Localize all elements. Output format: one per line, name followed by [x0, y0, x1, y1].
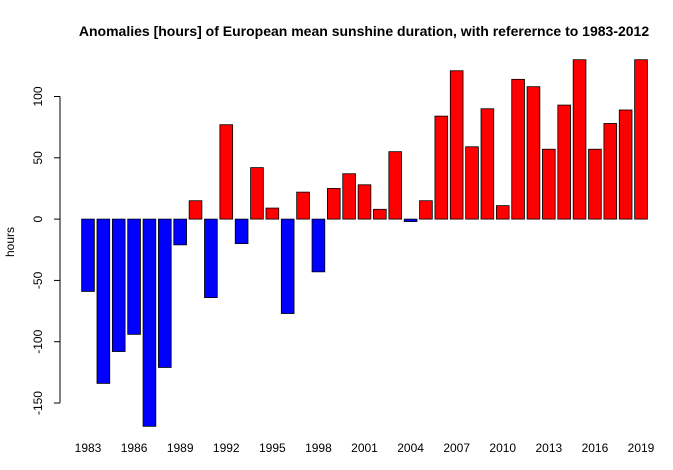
y-tick-label: -100	[31, 329, 45, 353]
bar	[204, 218, 218, 298]
bar	[603, 123, 618, 220]
bar	[173, 218, 187, 246]
bar	[111, 218, 126, 352]
y-tick-label: 100	[31, 86, 45, 106]
bar	[388, 151, 402, 220]
bar	[188, 200, 203, 220]
x-tick-label: 2016	[582, 441, 609, 455]
bar	[219, 124, 234, 220]
x-tick-label: 2013	[535, 441, 562, 455]
y-axis-label: hours	[3, 227, 17, 257]
bar	[127, 218, 141, 335]
x-tick-label: 1992	[213, 441, 240, 455]
bar	[311, 218, 326, 273]
bar	[588, 148, 602, 220]
bar	[280, 218, 295, 314]
bar	[327, 188, 341, 220]
chart-title: Anomalies [hours] of European mean sunsh…	[79, 23, 649, 39]
bar	[542, 148, 556, 220]
bar	[495, 205, 510, 220]
bar	[419, 200, 433, 220]
x-tick-label: 1998	[305, 441, 332, 455]
x-tick-label: 2007	[443, 441, 470, 455]
bar	[526, 86, 541, 220]
x-tick-label: 1989	[167, 441, 194, 455]
bar	[572, 59, 587, 220]
bar	[158, 218, 172, 368]
bar	[81, 218, 95, 292]
y-tick-label: -50	[31, 271, 45, 289]
x-tick-label: 1986	[121, 441, 148, 455]
x-tick-label: 2019	[628, 441, 655, 455]
bar	[265, 207, 280, 220]
bar	[342, 173, 356, 220]
bar	[618, 109, 633, 220]
y-tick-label: 0	[31, 215, 45, 222]
bar	[511, 78, 525, 220]
x-tick-label: 1995	[259, 441, 286, 455]
bar	[96, 218, 111, 384]
bar	[634, 59, 648, 220]
bar	[449, 70, 464, 220]
bar	[403, 218, 418, 222]
x-tick-label: 1983	[75, 441, 102, 455]
bar	[142, 218, 157, 427]
bar	[250, 167, 264, 220]
bar	[480, 108, 495, 220]
bar	[373, 208, 387, 220]
y-tick-label: 50	[31, 151, 45, 165]
x-tick-label: 2004	[397, 441, 424, 455]
x-tick-label: 2001	[351, 441, 378, 455]
y-tick-label: -150	[31, 391, 45, 415]
bar	[465, 146, 479, 220]
bar	[434, 115, 449, 220]
bar	[296, 191, 310, 220]
bar	[234, 218, 249, 245]
bar	[357, 184, 372, 220]
bar	[557, 104, 571, 220]
x-tick-label: 2010	[489, 441, 516, 455]
